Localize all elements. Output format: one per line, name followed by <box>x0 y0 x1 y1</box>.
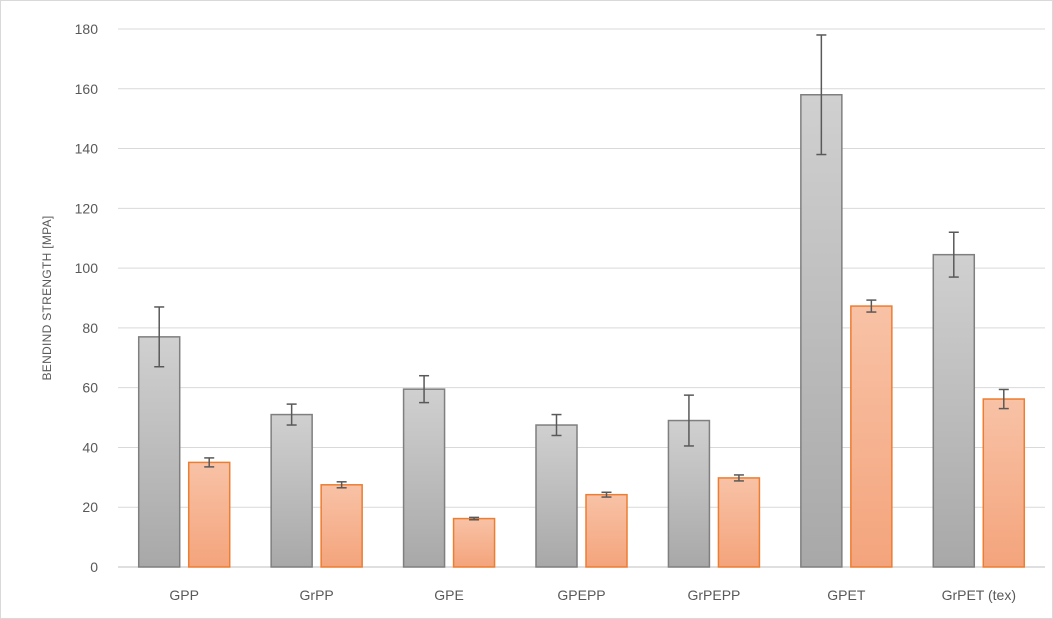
y-tick-label: 120 <box>75 200 99 216</box>
x-category-label: GPE <box>434 587 464 603</box>
y-tick-label: 140 <box>75 141 99 157</box>
bar-1 <box>535 424 578 568</box>
bar-1 <box>667 419 711 568</box>
bar-1 <box>402 388 446 568</box>
bar-2 <box>982 398 1026 568</box>
y-axis-title: BENDIND STRENGTH [MPA] <box>40 215 54 380</box>
error-bars <box>154 34 1009 521</box>
x-category-label: GrPEPP <box>687 587 740 603</box>
bar-2 <box>717 477 761 568</box>
bar-2 <box>320 484 363 568</box>
bar-2 <box>452 517 496 568</box>
y-tick-label: 80 <box>82 320 98 336</box>
bar-2 <box>187 461 231 568</box>
x-category-label: GPP <box>169 587 199 603</box>
y-tick-label: 60 <box>82 380 98 396</box>
y-tick-label: 100 <box>75 260 99 276</box>
bar-2 <box>585 493 628 568</box>
x-category-label: GrPP <box>300 587 334 603</box>
y-tick-label: 20 <box>82 499 98 515</box>
y-tick-label: 180 <box>75 21 99 37</box>
y-tick-label: 0 <box>90 559 98 575</box>
bar-1 <box>932 253 976 568</box>
x-category-labels: GPP GrPP GPE GPEPP GrPEPP GPET GrPET (tex) <box>169 587 1016 603</box>
y-tick-label: 40 <box>82 439 98 455</box>
bar-1 <box>137 336 181 568</box>
y-tick-label: 160 <box>75 81 99 97</box>
bar-1 <box>800 94 843 568</box>
x-category-label: GPET <box>827 587 866 603</box>
bar-1 <box>270 413 313 568</box>
bar-2 <box>850 305 893 568</box>
x-category-label: GrPET (tex) <box>942 587 1016 603</box>
y-tick-labels: 0 20 40 60 80 100 120 140 160 180 <box>75 21 99 575</box>
x-category-label: GPEPP <box>557 587 605 603</box>
